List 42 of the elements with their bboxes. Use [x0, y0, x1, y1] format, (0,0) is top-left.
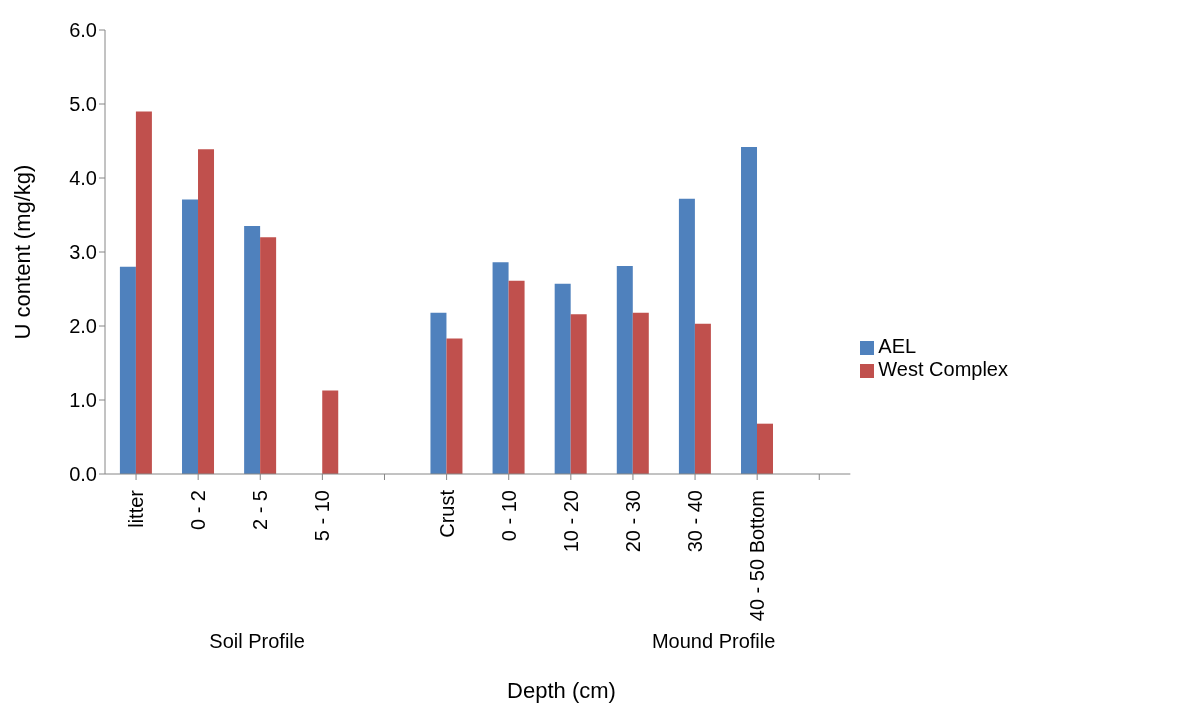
bar — [570, 314, 587, 474]
bar — [430, 312, 447, 474]
bar — [446, 338, 463, 474]
bar — [119, 266, 136, 474]
x-tick-label: 5 - 10 — [311, 490, 334, 542]
x-axis-title: Depth (cm) — [506, 678, 617, 704]
y-tick-label: 0.0 — [69, 463, 97, 486]
y-tick-label: 6.0 — [69, 19, 97, 42]
legend-label: West Complex — [878, 358, 1008, 380]
bar — [694, 323, 711, 474]
y-tick-label: 2.0 — [69, 315, 97, 338]
x-tick-label: 0 - 10 — [497, 490, 520, 542]
y-tick-label: 3.0 — [69, 241, 97, 264]
bar — [508, 280, 525, 474]
y-tick-label: 1.0 — [69, 389, 97, 412]
text: Soil Profile — [208, 630, 306, 653]
bar — [616, 266, 633, 474]
legend-label: AEL — [878, 335, 917, 357]
bar — [678, 198, 695, 474]
bar — [182, 199, 199, 474]
x-tick-label: 0 - 2 — [187, 490, 210, 531]
x-tick-label: Crust — [435, 489, 458, 538]
x-tick-label: 40 - 50 Bottom — [746, 490, 769, 622]
x-tick-label: 10 - 20 — [559, 490, 582, 553]
bar — [198, 149, 215, 474]
x-tick-label: litter — [125, 489, 148, 528]
y-axis-title: U content (mg/kg) — [10, 164, 36, 340]
bar — [741, 146, 758, 474]
bar — [632, 312, 649, 474]
x-tick-label: 30 - 40 — [684, 490, 707, 553]
bar — [244, 226, 261, 474]
text: Mound Profile — [650, 630, 777, 653]
bar — [554, 283, 571, 474]
bar — [135, 111, 152, 474]
bar — [322, 390, 339, 474]
y-tick-label: 4.0 — [69, 167, 97, 190]
bar — [260, 237, 277, 474]
bar — [492, 262, 509, 474]
bar — [757, 423, 774, 474]
x-tick-label: 20 - 30 — [621, 490, 644, 553]
x-tick-label: 2 - 5 — [249, 490, 272, 531]
y-tick-label: 5.0 — [69, 93, 97, 116]
